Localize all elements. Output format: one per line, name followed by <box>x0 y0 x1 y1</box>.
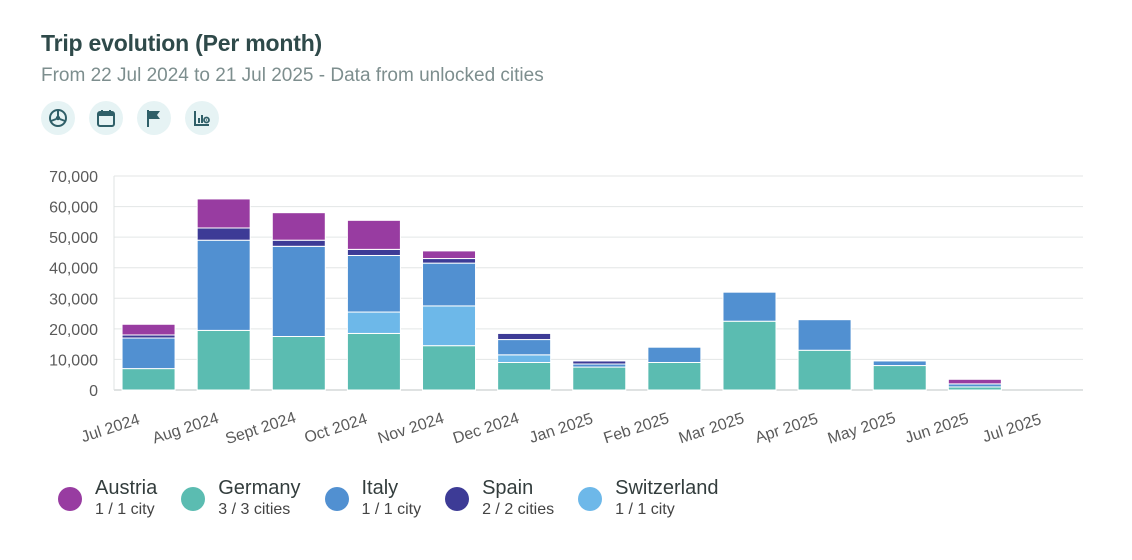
bar-segment-germany[interactable] <box>797 349 852 391</box>
legend-swatch <box>181 487 206 511</box>
bar-segment-spain[interactable] <box>346 248 401 256</box>
x-tick-label: Nov 2024 <box>376 410 446 447</box>
y-tick-label: 10,000 <box>49 352 98 369</box>
x-tick-label: Jun 2025 <box>903 410 971 447</box>
bar-segment-italy[interactable] <box>497 339 552 356</box>
bar-segment-italy[interactable] <box>346 254 401 313</box>
y-tick-label: 60,000 <box>49 200 98 217</box>
x-tick-label: Jul 2024 <box>79 411 142 446</box>
bar-segment-switzerland[interactable] <box>497 354 552 363</box>
legend-label: Spain <box>482 477 534 499</box>
bar-segment-germany[interactable] <box>346 332 401 391</box>
legend-city-count: 1 / 1 city <box>361 501 422 518</box>
legend-item-italy[interactable]: Italy 1 / 1 city <box>324 476 422 520</box>
bar-segment-italy[interactable] <box>121 337 176 370</box>
bar-segment-germany[interactable] <box>271 336 326 391</box>
steering-wheel-button[interactable] <box>41 101 75 135</box>
calendar-button[interactable] <box>89 101 123 135</box>
bar-segment-austria[interactable] <box>121 323 176 336</box>
legend-city-count: 3 / 3 cities <box>218 501 291 518</box>
legend-item-germany[interactable]: Germany 3 / 3 cities <box>181 476 301 520</box>
legend-swatch <box>324 487 349 511</box>
bar-segment-spain[interactable] <box>497 332 552 341</box>
legend-city-count: 2 / 2 cities <box>482 501 555 518</box>
stacked-bar-chart: 0 10,000 20,000 30,000 40,000 50,000 60,000 70,… <box>49 169 1083 448</box>
x-tick-label: Dec 2024 <box>451 410 521 447</box>
bar-segment-italy[interactable] <box>872 360 927 367</box>
x-tick-label: Jul 2025 <box>981 411 1044 446</box>
y-tick-label: 50,000 <box>49 230 98 247</box>
legend-city-count: 1 / 1 city <box>95 501 155 518</box>
chart-subtitle: From 22 Jul 2024 to 21 Jul 2025 - Data f… <box>41 65 544 86</box>
bar-segment-germany[interactable] <box>497 361 552 391</box>
chart-settings-icon <box>194 111 210 126</box>
bar-segment-switzerland[interactable] <box>422 305 477 347</box>
legend-item-spain[interactable]: Spain 2 / 2 cities <box>445 476 554 520</box>
bar-segment-germany[interactable] <box>572 366 627 391</box>
chart-title: Trip evolution (Per month) <box>41 30 323 56</box>
legend-label: Italy <box>361 477 399 499</box>
x-tick-label: Aug 2024 <box>151 410 222 447</box>
bar-segment-germany[interactable] <box>872 365 927 391</box>
legend-label: Germany <box>218 477 301 499</box>
bar-segment-italy[interactable] <box>797 319 852 351</box>
chart-toolbar <box>41 101 219 135</box>
x-tick-label: May 2025 <box>826 410 898 448</box>
bar-segment-austria[interactable] <box>947 378 1002 385</box>
bar-segment-italy[interactable] <box>647 346 702 363</box>
bar-segment-germany[interactable] <box>647 361 702 391</box>
chart-settings-button[interactable] <box>185 101 219 135</box>
x-tick-label: Jan 2025 <box>527 410 595 447</box>
legend-swatch <box>578 487 603 511</box>
legend-item-switzerland[interactable]: Switzerland 1 / 1 city <box>578 476 719 520</box>
bar-segment-austria[interactable] <box>271 212 326 241</box>
bar-segment-spain[interactable] <box>422 258 477 264</box>
bar-segment-austria[interactable] <box>196 198 251 229</box>
bar-segment-spain[interactable] <box>271 239 326 247</box>
y-tick-label: 20,000 <box>49 322 98 339</box>
x-tick-label: Apr 2025 <box>753 411 820 447</box>
legend-swatch <box>445 487 470 511</box>
x-tick-label: Mar 2025 <box>677 410 747 447</box>
legend-item-austria[interactable]: Austria 1 / 1 city <box>58 476 157 520</box>
legend-city-count: 1 / 1 city <box>615 501 675 518</box>
chart-legend: Austria 1 / 1 city Germany 3 / 3 cities Ital… <box>58 476 743 520</box>
flag-icon <box>147 110 160 127</box>
legend-swatch <box>58 487 82 511</box>
bar-segment-austria[interactable] <box>346 219 401 250</box>
bar-segment-italy[interactable] <box>722 291 777 322</box>
bar-segment-italy[interactable] <box>196 239 251 331</box>
flag-button[interactable] <box>137 101 171 135</box>
y-tick-label: 70,000 <box>49 169 98 186</box>
bar-segment-switzerland[interactable] <box>346 311 401 334</box>
legend-label: Austria <box>95 477 158 499</box>
bar-segment-germany[interactable] <box>196 329 251 391</box>
bar-segment-spain[interactable] <box>572 360 627 365</box>
y-tick-label: 40,000 <box>49 261 98 278</box>
y-tick-label: 30,000 <box>49 291 98 308</box>
bar-segment-italy[interactable] <box>271 245 326 337</box>
bar-segment-spain[interactable] <box>196 227 251 241</box>
bar-segment-austria[interactable] <box>422 250 477 260</box>
x-tick-label: Sept 2024 <box>224 409 299 448</box>
calendar-icon <box>97 110 115 127</box>
y-tick-label: 0 <box>89 383 98 400</box>
x-tick-label: Oct 2024 <box>302 411 369 447</box>
steering-wheel-icon <box>49 109 67 127</box>
bar-segment-germany[interactable] <box>121 368 176 391</box>
bar-segment-germany[interactable] <box>722 320 777 391</box>
legend-label: Switzerland <box>615 477 719 499</box>
x-tick-label: Feb 2025 <box>602 410 672 447</box>
bar-segment-germany[interactable] <box>422 345 477 391</box>
bar-segment-italy[interactable] <box>422 262 477 307</box>
